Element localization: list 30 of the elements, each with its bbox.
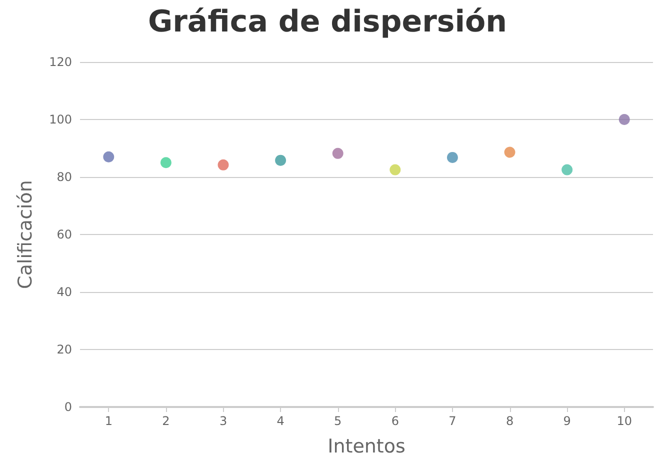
point xyxy=(446,152,458,163)
point xyxy=(160,157,172,168)
x-tick-label: 5 xyxy=(334,414,342,428)
point xyxy=(562,164,573,176)
x-tick-label: 3 xyxy=(219,414,228,428)
y-tick-label: 0 xyxy=(64,400,72,414)
point xyxy=(390,164,401,176)
y-tick-label: 60 xyxy=(56,228,72,242)
point xyxy=(504,146,516,158)
y-tick-label: 100 xyxy=(49,112,72,126)
chart-title: Gráfica de dispersión xyxy=(148,4,507,40)
point xyxy=(103,151,114,162)
x-tick-label: 8 xyxy=(506,414,514,428)
x-tick-label: 10 xyxy=(616,414,632,428)
y-axis-title: Calificación xyxy=(14,180,36,289)
x-tick-label: 1 xyxy=(104,414,112,428)
point xyxy=(332,148,344,159)
x-tick-label: 6 xyxy=(391,414,399,428)
x-tick-label: 9 xyxy=(563,414,571,428)
x-tick-label: 7 xyxy=(448,414,456,428)
y-tick-label: 20 xyxy=(56,342,72,356)
y-tick-label: 40 xyxy=(56,285,72,299)
y-tick-label: 120 xyxy=(49,55,72,69)
y-tick-label: 80 xyxy=(56,170,72,184)
point xyxy=(218,159,229,170)
x-axis-title: Intentos xyxy=(328,436,406,458)
point xyxy=(275,154,286,166)
x-tick-label: 2 xyxy=(162,414,170,428)
point xyxy=(618,114,630,125)
x-tick-label: 4 xyxy=(276,414,284,428)
